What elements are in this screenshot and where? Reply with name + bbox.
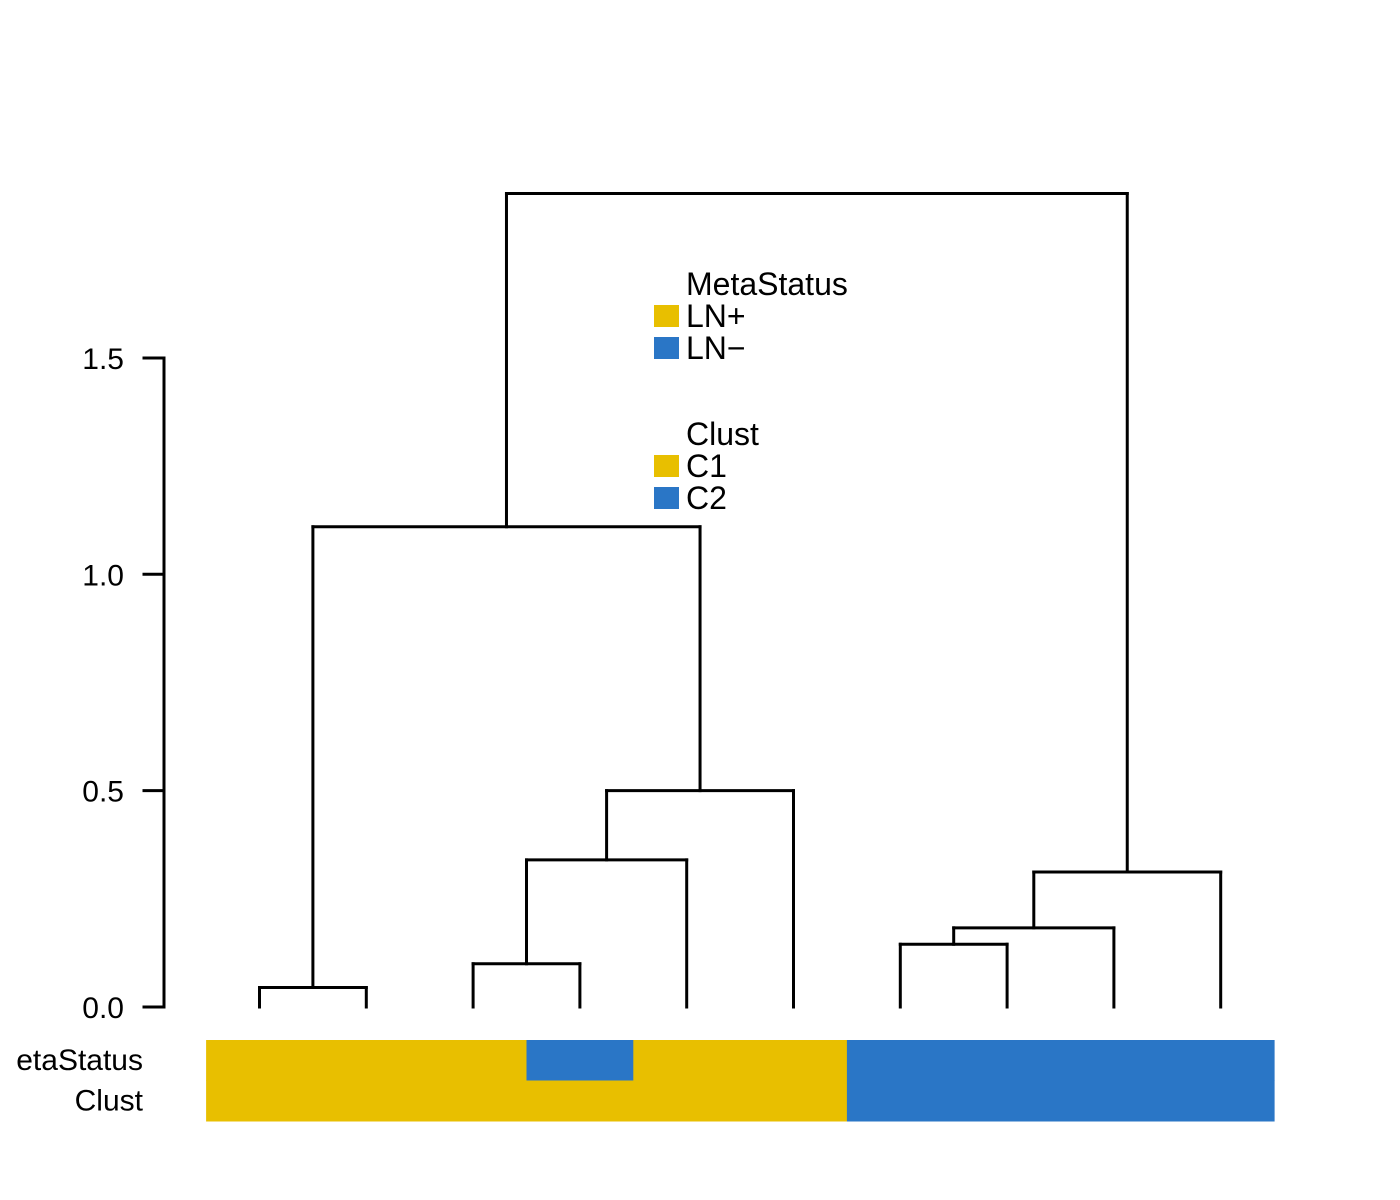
legend-swatch xyxy=(654,487,679,509)
legend-label: LN+ xyxy=(686,298,746,334)
track-cell-C1 xyxy=(206,1080,848,1122)
legend-swatch xyxy=(654,305,679,327)
track-cell-LN xyxy=(633,1040,848,1081)
annotation-tracks: etaStatus Clust xyxy=(16,1040,1275,1122)
track-cell-LN xyxy=(526,1040,634,1081)
y-tick-label: 0.0 xyxy=(82,992,124,1025)
legend-label: LN− xyxy=(686,330,746,366)
dendrogram-tree xyxy=(258,192,1223,1009)
track-label: etaStatus xyxy=(16,1044,143,1077)
y-tick-label: 1.0 xyxy=(82,559,124,592)
legend-title: Clust xyxy=(686,416,759,452)
track-label: Clust xyxy=(75,1085,144,1118)
y-axis: 0.0 0.5 1.0 1.5 xyxy=(82,343,166,1025)
track-cell-LN xyxy=(206,1040,527,1081)
legend-title: MetaStatus xyxy=(686,266,848,302)
track-cell-LN xyxy=(846,1040,1275,1081)
track-cell-C2 xyxy=(846,1080,1275,1122)
legend-swatch xyxy=(654,455,679,477)
y-tick-label: 1.5 xyxy=(82,343,124,376)
legend-label: C2 xyxy=(686,480,727,516)
y-tick-label: 0.5 xyxy=(82,776,124,809)
legend-swatch xyxy=(654,337,679,359)
legend-label: C1 xyxy=(686,448,727,484)
